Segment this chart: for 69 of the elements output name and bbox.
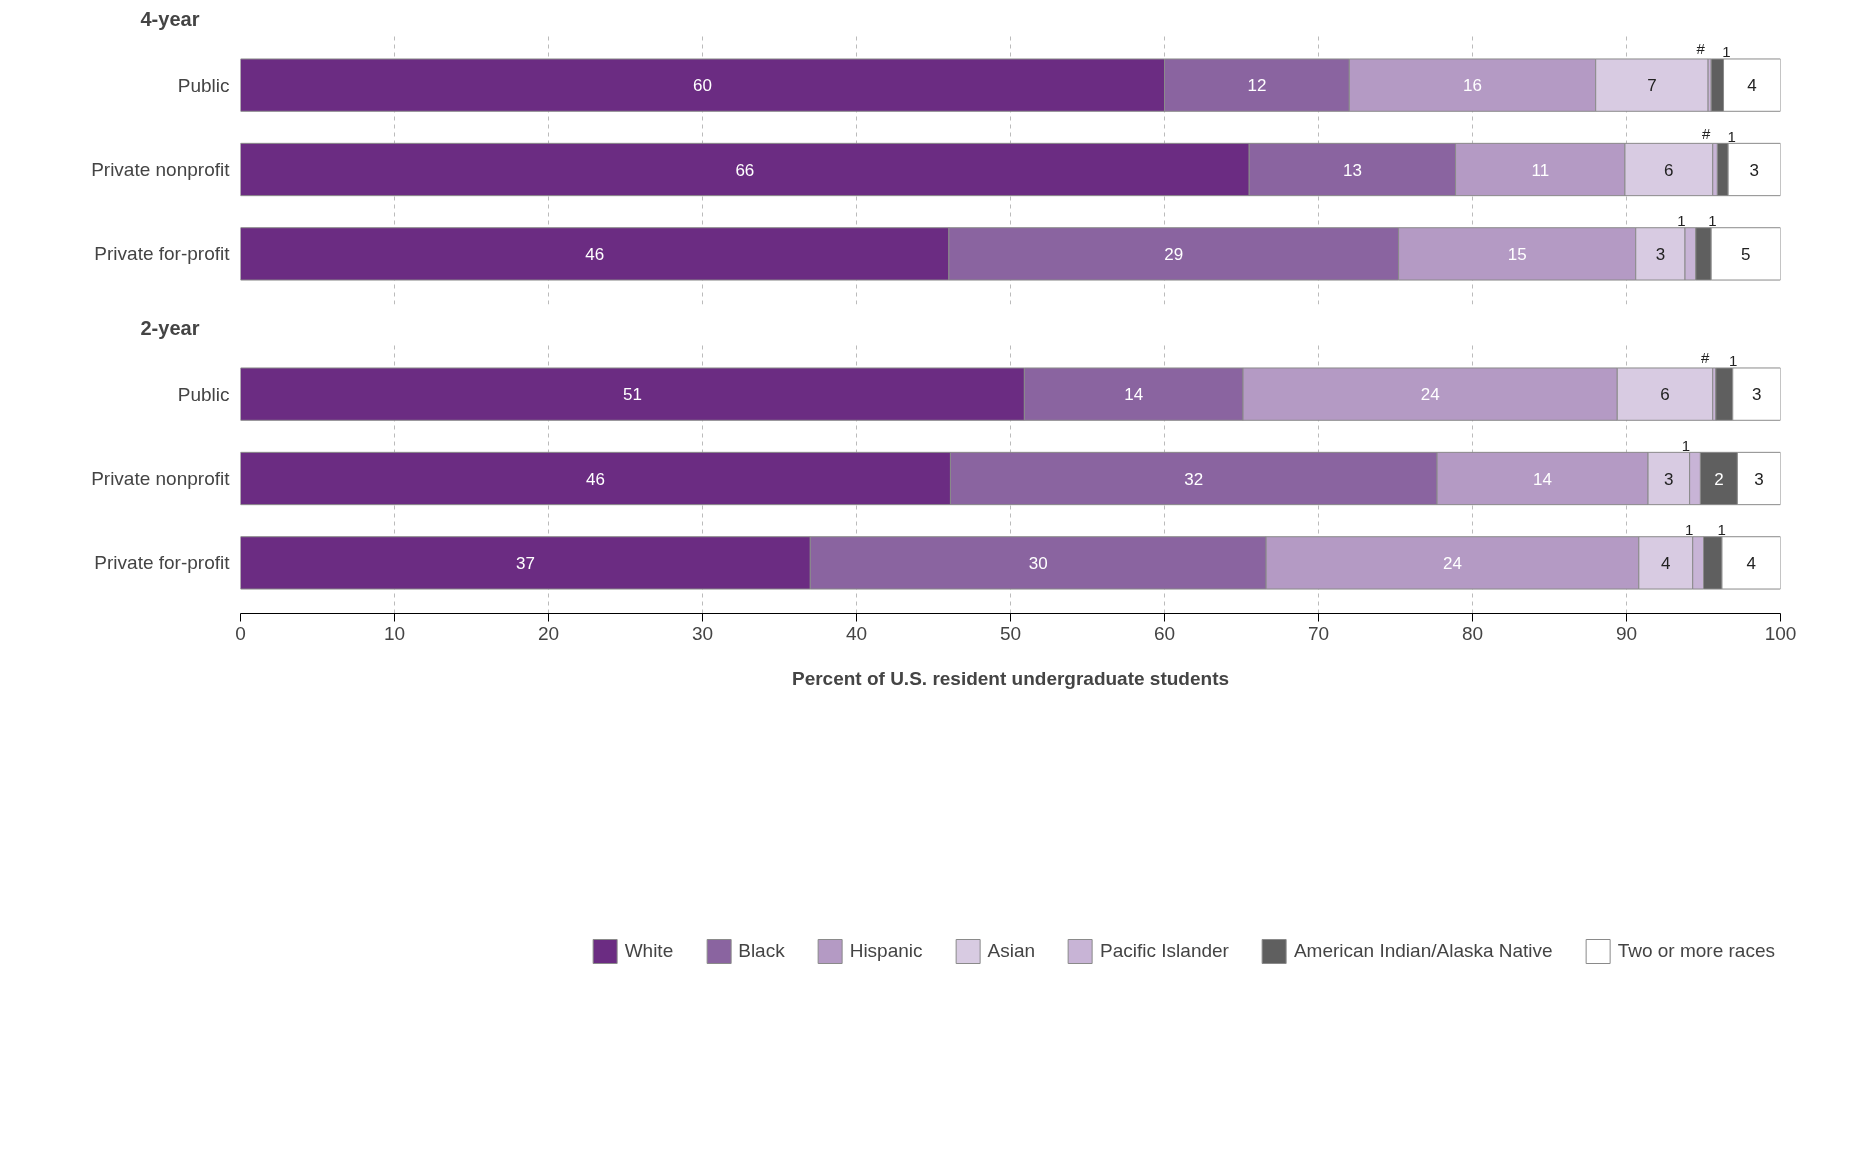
data-label: 3	[1749, 160, 1760, 180]
chart-title: 2-year	[140, 316, 200, 339]
y-tick-label: Private for-profit	[94, 552, 231, 574]
data-label: 3	[1754, 469, 1764, 489]
x-tick-label: 60	[1153, 622, 1176, 644]
data-label: 1	[1684, 521, 1694, 539]
data-label: 3	[1751, 385, 1762, 405]
data-label: 2	[1714, 469, 1724, 489]
data-label: 7	[1647, 76, 1657, 96]
legend-label: Hispanic	[849, 940, 923, 962]
data-label: 11	[1531, 160, 1550, 180]
data-label: 1	[1677, 212, 1686, 230]
data-label: 3	[1655, 244, 1666, 264]
data-label: 29	[1164, 244, 1184, 264]
x-tick-label: 70	[1307, 622, 1330, 644]
data-label: 1	[1681, 436, 1691, 454]
data-label: #	[1701, 349, 1711, 367]
data-label: 46	[586, 469, 605, 489]
legend-label: Two or more races	[1617, 940, 1775, 962]
x-tick-label: 20	[537, 622, 560, 644]
data-label: #	[1696, 40, 1706, 58]
legend-label: American Indian/Alaska Native	[1293, 940, 1553, 962]
x-tick-label: 30	[691, 622, 714, 644]
data-label: 6	[1664, 160, 1674, 180]
data-label: 66	[735, 160, 755, 180]
data-label: 46	[585, 244, 605, 264]
data-label: 12	[1247, 76, 1267, 96]
data-label: 16	[1463, 76, 1482, 96]
chart-title: 4-year	[140, 7, 200, 30]
data-label: 32	[1184, 469, 1204, 489]
data-label: 4	[1661, 553, 1671, 573]
data-label: 60	[693, 76, 712, 96]
y-tick-label: Private nonprofit	[91, 159, 231, 180]
data-label: 51	[622, 385, 642, 405]
legend-label: Black	[738, 940, 785, 962]
data-label: #	[1701, 124, 1711, 142]
data-label: 6	[1660, 385, 1670, 405]
x-tick-label: 50	[999, 622, 1022, 644]
legend-label: White	[624, 940, 674, 962]
x-axis-title: Percent of U.S. resident undergraduate students	[791, 667, 1230, 689]
x-tick-label: 80	[1461, 622, 1484, 644]
data-label: 1	[1708, 212, 1717, 230]
y-tick-label: Public	[177, 383, 230, 405]
y-tick-label: Private nonprofit	[91, 468, 231, 489]
y-tick-label: Public	[177, 74, 230, 96]
data-label: 24	[1420, 385, 1440, 405]
data-label: 1	[1727, 127, 1736, 145]
data-label: 14	[1533, 469, 1553, 489]
x-tick-label: 0	[235, 622, 246, 644]
data-label: 3	[1664, 469, 1674, 489]
data-label: 1	[1717, 521, 1726, 539]
data-label: 1	[1729, 352, 1738, 370]
data-label: 37	[515, 553, 535, 573]
x-tick-label: 10	[383, 622, 406, 644]
data-label: 4	[1746, 553, 1756, 573]
data-label: 30	[1028, 553, 1048, 573]
x-tick-label: 90	[1615, 622, 1638, 644]
y-tick-label: Private for-profit	[94, 243, 231, 265]
data-label: 1	[1722, 43, 1731, 61]
x-tick-label: 40	[845, 622, 868, 644]
x-tick-label: 100	[1764, 622, 1797, 644]
data-label: 15	[1507, 244, 1527, 264]
data-label: 5	[1741, 244, 1751, 264]
legend-label: Asian	[987, 940, 1036, 962]
data-label: 13	[1342, 160, 1362, 180]
legend-label: Pacific Islander	[1100, 940, 1229, 962]
data-label: 14	[1124, 385, 1144, 405]
data-label: 24	[1443, 553, 1462, 573]
data-label: 4	[1747, 76, 1757, 96]
